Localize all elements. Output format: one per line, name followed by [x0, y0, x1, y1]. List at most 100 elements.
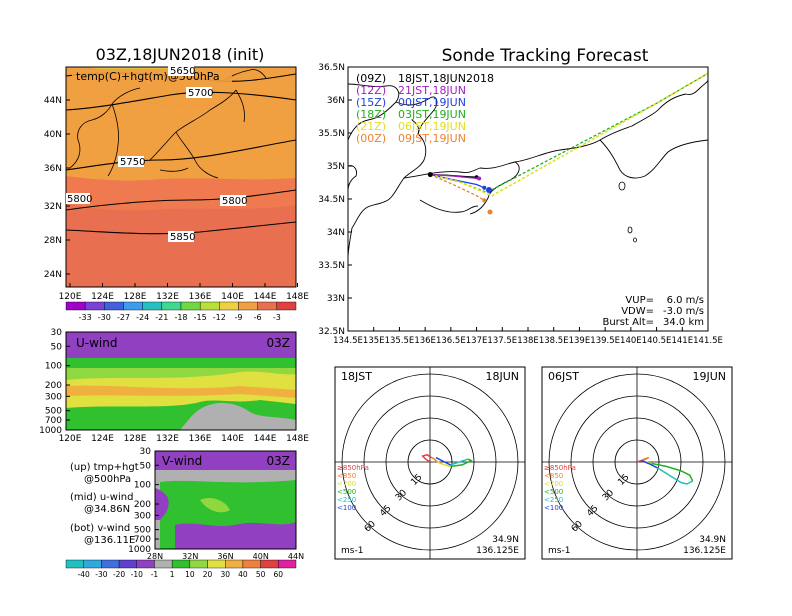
track-lat-label: 36.5N: [318, 63, 345, 73]
contour-label: 5700: [188, 88, 213, 99]
wind-colorbar-cell: [171, 559, 191, 569]
u-pressure-label: 100: [45, 362, 62, 372]
map-lat-label: 24N: [44, 270, 62, 280]
hodo-lon: 136.125E: [476, 546, 519, 556]
temp-colorbar-label: -6: [254, 313, 262, 322]
map-coastlines: [69, 69, 267, 179]
u-lon-label: 144E: [254, 434, 277, 444]
legend-time: 00JST,19JUN: [398, 96, 466, 109]
track-endpoint: [711, 68, 715, 72]
hodo-date: 18JUN: [485, 370, 519, 383]
temp-colorbar-cell: [257, 301, 278, 311]
hodo-trace: [437, 461, 451, 468]
hodo-lon: 136.125E: [683, 546, 726, 556]
v-lat-label: 28N: [147, 552, 163, 561]
wind-colorbar-label: 1: [170, 570, 175, 579]
track-endpoint: [482, 198, 487, 203]
wind-colorbar-cell: [260, 559, 279, 569]
wind-colorbar-label: 50: [256, 570, 266, 579]
v-lat-label: 32N: [182, 552, 198, 561]
u-lon-labels: 120E 124E 128E 132E 136E 140E 144E 148E: [59, 434, 310, 444]
note-mid-sub: @34.86N: [84, 504, 130, 515]
contour-label: 5800: [222, 196, 247, 207]
hodo-level-label: <850: [337, 472, 356, 480]
temp-colorbar-cell: [276, 301, 297, 311]
map-lon-label: 124E: [91, 292, 114, 302]
v-lat-label: 36N: [217, 552, 233, 561]
panel-notes: (up) tmp+hgt @500hPa (mid) u-wind @34.86…: [70, 462, 139, 546]
note-bot: (bot) v-wind: [70, 523, 130, 534]
track-params: VUP= 6.0 m/s VDW= -3.0 m/s Burst Alt= 34.0 km: [602, 295, 704, 328]
v-band-5: [200, 498, 230, 513]
hodo-level-label: <250: [544, 496, 563, 504]
track-lon-label: 139.5E: [590, 336, 620, 346]
temp-colorbar-label: -30: [98, 313, 111, 322]
wind-colorbar-label: -40: [78, 570, 90, 579]
u-lon-label: 124E: [91, 434, 114, 444]
track-lat-label: 36N: [327, 96, 345, 106]
track-map: [348, 67, 715, 331]
track-lat-label: 33.5N: [318, 261, 345, 271]
temp-colorbar-cell: [123, 301, 143, 311]
wind-colorbar-label: 60: [274, 570, 284, 579]
u-pressure-label: 50: [51, 342, 63, 352]
temp-colorbar-cell: [104, 301, 124, 311]
track-lon-label: 134.5E: [333, 336, 363, 346]
track-line: [430, 173, 480, 180]
temp-colorbar-cell: [238, 301, 258, 311]
map-lat-label: 36N: [44, 164, 62, 174]
hodo-level-label: <850: [544, 472, 563, 480]
v-frame: [154, 450, 297, 550]
hodo-trace: [431, 456, 438, 463]
track-lat-label: 33N: [327, 294, 345, 304]
hodo-trace: [657, 467, 694, 485]
param-value: -3.0 m/s: [663, 306, 704, 317]
track-lon-label: 141.5E: [693, 336, 723, 346]
u-band-weak: [180, 402, 296, 430]
contour-label-bg: [118, 156, 144, 167]
hodo-units: ms-1: [548, 546, 570, 556]
map-lat-label: 40N: [44, 130, 62, 140]
track-lon-label: 141E: [671, 336, 693, 346]
hodo-level-label: <100: [337, 504, 356, 512]
wind-colorbar-label: -20: [113, 570, 125, 579]
map-lon-label: 140E: [221, 292, 244, 302]
track-lon-label: 135E: [363, 336, 385, 346]
legend-run: (18Z): [356, 108, 386, 121]
wind-colorbar-label: -10: [131, 570, 143, 579]
contour-label: 5800: [67, 194, 92, 205]
note-mid: (mid) u-wind: [70, 492, 133, 503]
map-lon-label: 132E: [156, 292, 179, 302]
hodo-trace: [651, 462, 694, 482]
legend-run: (12Z): [356, 84, 386, 97]
wind-colorbar: -40 -30 -20 -10 -1 1 10 20 30 40 50 60: [65, 559, 297, 579]
temp-colorbar: -33 -30 -27 -24 -21 -18 -15 -12 -9 -6 -3: [65, 301, 297, 322]
temp-colorbar-label: -18: [174, 313, 187, 322]
map-lat-label: 32N: [44, 202, 62, 212]
wind-colorbar-label: -30: [95, 570, 107, 579]
temp-colorbar-label: -9: [235, 313, 243, 322]
wind-colorbar-cell: [65, 559, 84, 569]
wind-colorbar-cell: [278, 559, 297, 569]
wind-colorbar-label: 10: [185, 570, 195, 579]
track-lon-label: 140E: [620, 336, 642, 346]
map-lon-labels: 120E 124E 128E 132E 136E 140E 144E 148E: [59, 283, 309, 302]
track-lon-label: 137E: [466, 336, 488, 346]
legend-run: (21Z): [356, 120, 386, 133]
contour-label: 5650: [170, 66, 195, 77]
hodo-trace: [435, 456, 451, 466]
wind-colorbar-cell: [207, 559, 226, 569]
u-lon-label: 140E: [221, 434, 244, 444]
temperature-map: [66, 67, 296, 287]
hodo-level-label: <700: [337, 480, 356, 488]
wind-colorbar-cell: [154, 559, 173, 569]
track-endpoint: [477, 176, 482, 181]
hodo-trace: [641, 456, 649, 462]
contour-labels: 5650 5700 5750 5800 5800 5850: [66, 66, 247, 243]
track-islands: [618, 181, 637, 243]
hodo-level-label: <100: [544, 504, 563, 512]
